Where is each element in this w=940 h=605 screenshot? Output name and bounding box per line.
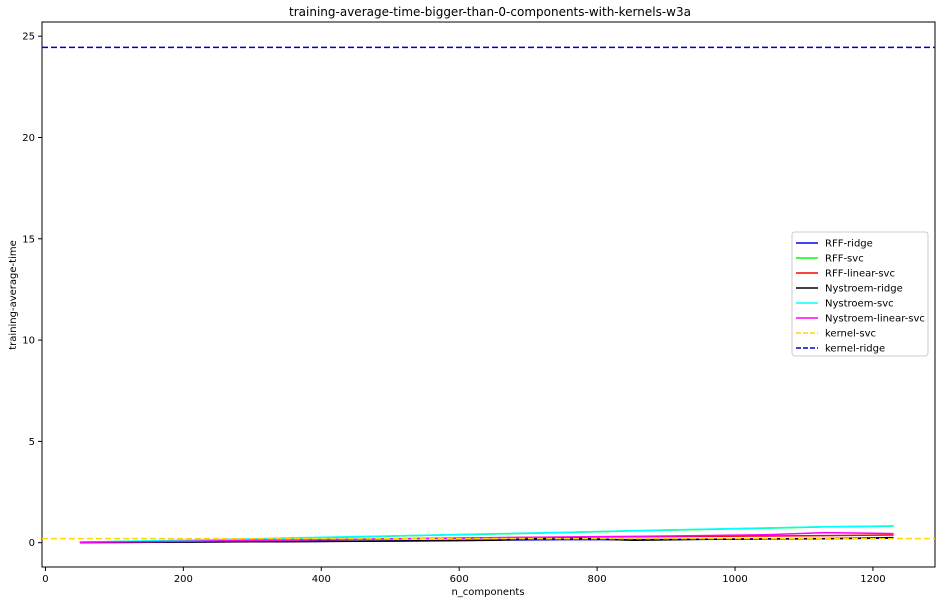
y-axis-ticks: 0 5 10 15 20 25 bbox=[22, 32, 42, 549]
x-tick-label: 200 bbox=[174, 574, 193, 585]
series-line-nystroem-svc bbox=[79, 525, 894, 543]
legend: RFF-ridge RFF-svc RFF-linear-svc Nystroem-r… bbox=[791, 231, 929, 357]
legend-label-kernel-svc: kernel-svc bbox=[825, 329, 876, 340]
legend-label-kernel-ridge: kernel-ridge bbox=[825, 344, 885, 355]
chart-title: training-average-time-bigger-than-0-comp… bbox=[289, 5, 691, 19]
legend-label-nystroem-svc: Nystroem-svc bbox=[825, 299, 894, 310]
x-tick-label: 600 bbox=[450, 574, 469, 585]
series-line-nystroem-ridge bbox=[79, 536, 894, 544]
plot-area bbox=[41, 21, 936, 568]
x-tick-label: 0 bbox=[42, 574, 48, 585]
x-tick-label: 1000 bbox=[722, 574, 747, 585]
series-line-nystroem-linear-svc bbox=[79, 531, 894, 544]
x-axis-ticks: 0 200 400 600 800 1000 1200 bbox=[42, 567, 886, 585]
legend-label-nystroem-linear-svc: Nystroem-linear-svc bbox=[825, 314, 925, 325]
legend-label-rff-ridge: RFF-ridge bbox=[825, 239, 873, 250]
legend-label-rff-linear-svc: RFF-linear-svc bbox=[825, 269, 895, 280]
y-axis-label: training-average-time bbox=[8, 240, 19, 350]
y-tick-label: 0 bbox=[29, 538, 35, 549]
y-tick-label: 15 bbox=[22, 234, 35, 245]
y-tick-label: 10 bbox=[22, 336, 35, 347]
plot-frame bbox=[41, 21, 936, 568]
legend-frame bbox=[791, 231, 929, 357]
series-layer bbox=[42, 46, 935, 544]
y-tick-label: 25 bbox=[22, 32, 35, 43]
y-tick-label: 20 bbox=[22, 133, 35, 144]
x-axis-label: n_components bbox=[451, 587, 524, 598]
legend-label-nystroem-ridge: Nystroem-ridge bbox=[825, 284, 903, 295]
y-tick-label: 5 bbox=[29, 437, 35, 448]
x-tick-label: 400 bbox=[312, 574, 331, 585]
x-tick-label: 1200 bbox=[860, 574, 885, 585]
x-tick-label: 800 bbox=[588, 574, 607, 585]
legend-label-rff-svc: RFF-svc bbox=[825, 254, 864, 265]
